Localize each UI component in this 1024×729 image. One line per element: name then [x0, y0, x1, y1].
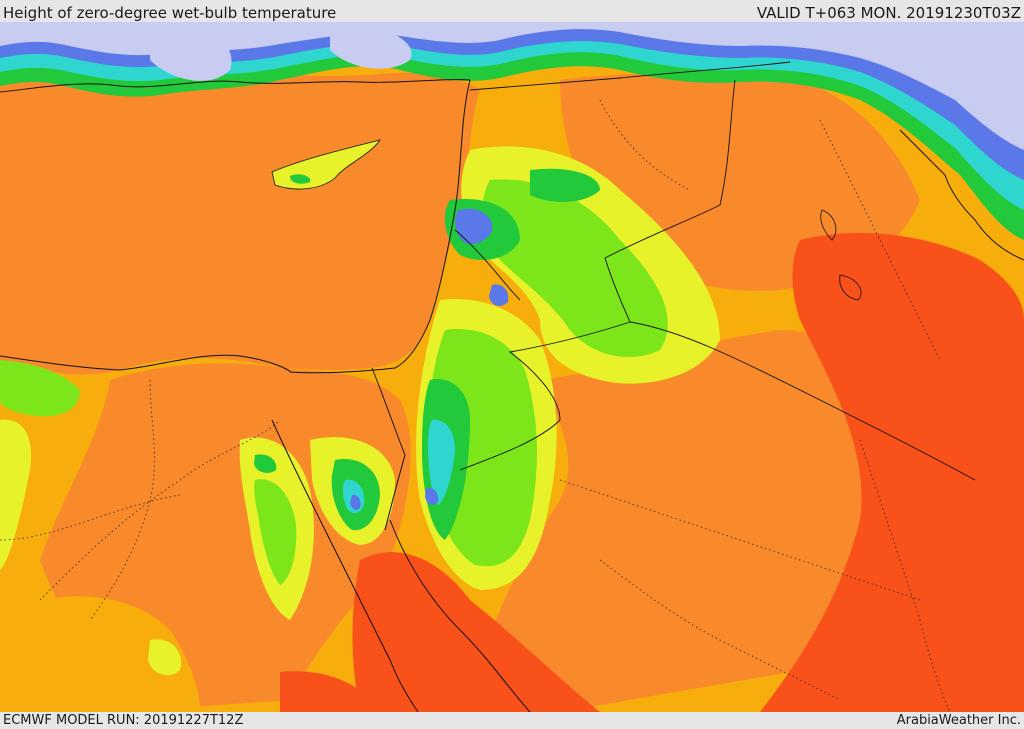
internal-border-6 — [859, 439, 951, 713]
west-green-patch — [0, 360, 80, 417]
southwest-amber-patch — [40, 596, 200, 712]
levant-coastline — [289, 79, 471, 374]
north-band-lavender — [0, 0, 1024, 150]
syria-lebanon-border — [454, 229, 521, 301]
jordan-cyan-core — [428, 419, 455, 505]
southwest-yellow-spot — [148, 639, 181, 676]
footer-bar — [0, 712, 1024, 729]
syria-green-blob — [530, 168, 600, 202]
jordan-blue-spot — [425, 487, 439, 505]
turkey-syria-border — [469, 61, 791, 91]
iraq-saudi-border — [629, 321, 976, 481]
lebanon-blue-core — [455, 208, 493, 245]
mediterranean-sea-field — [0, 72, 480, 375]
internal-border-1 — [89, 379, 155, 621]
valid-time: VALID T+063 MON. 20191230T03Z — [756, 4, 1021, 22]
syria-iraq-border — [604, 79, 736, 259]
red-sea-east-coastline — [389, 519, 531, 713]
gulf-island-2 — [839, 274, 862, 301]
turkey-cold-blob-1 — [150, 21, 232, 81]
sinai-blue-core — [350, 494, 361, 510]
model-run-label: ECMWF MODEL RUN: 20191227T12Z — [3, 713, 244, 728]
turkey-cold-blob-2 — [330, 22, 412, 69]
internal-border-4 — [819, 119, 941, 361]
turkey-south-coastline — [0, 79, 471, 93]
golan-blue-spot — [489, 284, 509, 307]
arabia-field — [470, 330, 922, 712]
red-sea-high-zone — [352, 552, 600, 712]
gulf-of-aqaba-coastline — [384, 454, 406, 531]
internal-border-8 — [599, 559, 841, 701]
internal-border-5 — [599, 99, 691, 191]
egypt-north-coastline — [0, 354, 291, 373]
cyprus-green-spot — [290, 174, 311, 184]
gulf-island-1 — [820, 209, 837, 241]
gulf-high-zone — [760, 232, 1024, 712]
egypt-green-spot — [254, 454, 277, 473]
red-sea-west-coastline — [271, 419, 419, 713]
map-title: Height of zero-degree wet-bulb temperatu… — [3, 4, 337, 22]
egypt-lime-patch — [254, 479, 297, 585]
turkey-cold-blob-3 — [898, 22, 1024, 120]
jordan-saudi-border — [459, 257, 631, 471]
levant-lime-plume — [482, 179, 668, 358]
gulf-coastline — [899, 129, 1024, 261]
credit-label: ArabiaWeather Inc. — [896, 713, 1021, 728]
title-strip — [0, 0, 1024, 22]
west-egypt-high-zone — [280, 671, 380, 712]
internal-border-7 — [0, 494, 181, 541]
egypt-sinai-border — [371, 367, 406, 456]
west-yellow-patch — [0, 419, 31, 570]
internal-border-3 — [559, 479, 921, 601]
